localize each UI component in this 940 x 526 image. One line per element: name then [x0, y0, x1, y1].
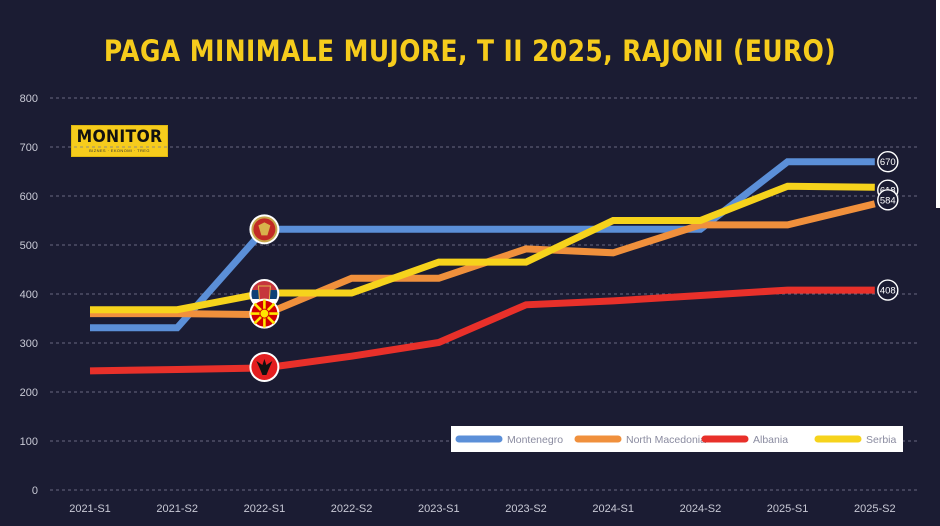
legend-label: Serbia [866, 434, 897, 446]
end-value-badge [877, 189, 899, 211]
x-tick-label: 2023-S1 [418, 503, 460, 515]
legend-label: Albania [753, 434, 788, 446]
legend-label: North Macedonia [626, 434, 706, 446]
y-tick-label: 200 [20, 387, 38, 399]
series-line-montenegro [90, 158, 875, 332]
x-tick-label: 2021-S2 [156, 503, 198, 515]
end-value-label: 670 [880, 157, 896, 168]
x-tick-label: 2025-S2 [854, 503, 896, 515]
y-tick-label: 300 [20, 338, 38, 350]
y-tick-label: 600 [20, 191, 38, 203]
north-macedonia-flag-icon [249, 298, 280, 329]
logo-wordmark: MONITOR [76, 127, 163, 147]
x-tick-label: 2024-S1 [592, 503, 634, 515]
x-tick-label: 2021-S1 [69, 503, 111, 515]
y-tick-label: 0 [32, 485, 38, 497]
x-tick-label: 2022-S1 [244, 503, 286, 515]
y-tick-label: 400 [20, 289, 38, 301]
end-value-label: 584 [880, 195, 896, 206]
edge-divider [936, 0, 940, 208]
series-line-serbia [90, 182, 875, 314]
y-tick-label: 700 [20, 142, 38, 154]
end-value-badge [877, 150, 899, 173]
end-value-badge [877, 279, 899, 301]
logo-tagline: BIZNES · EKONOMI · TREG [89, 148, 150, 153]
albania-flag-icon [249, 351, 280, 382]
end-value-label: 408 [880, 286, 896, 297]
x-tick-label: 2023-S2 [505, 503, 547, 515]
y-tick-label: 100 [20, 436, 38, 448]
chart-title: PAGA MINIMALE MUJORE, T II 2025, RAJONI … [103, 34, 837, 68]
montenegro-flag-icon [249, 214, 280, 245]
monitor-logo: MONITOR BIZNES · EKONOMI · TREG [71, 125, 168, 157]
legend-label: Montenegro [507, 434, 563, 446]
x-tick-label: 2025-S1 [767, 503, 809, 515]
series-line-albania [89, 286, 875, 375]
x-tick-label: 2024-S2 [680, 503, 722, 515]
y-tick-label: 800 [20, 93, 38, 105]
y-tick-label: 500 [20, 240, 38, 252]
x-tick-label: 2022-S2 [331, 503, 373, 515]
